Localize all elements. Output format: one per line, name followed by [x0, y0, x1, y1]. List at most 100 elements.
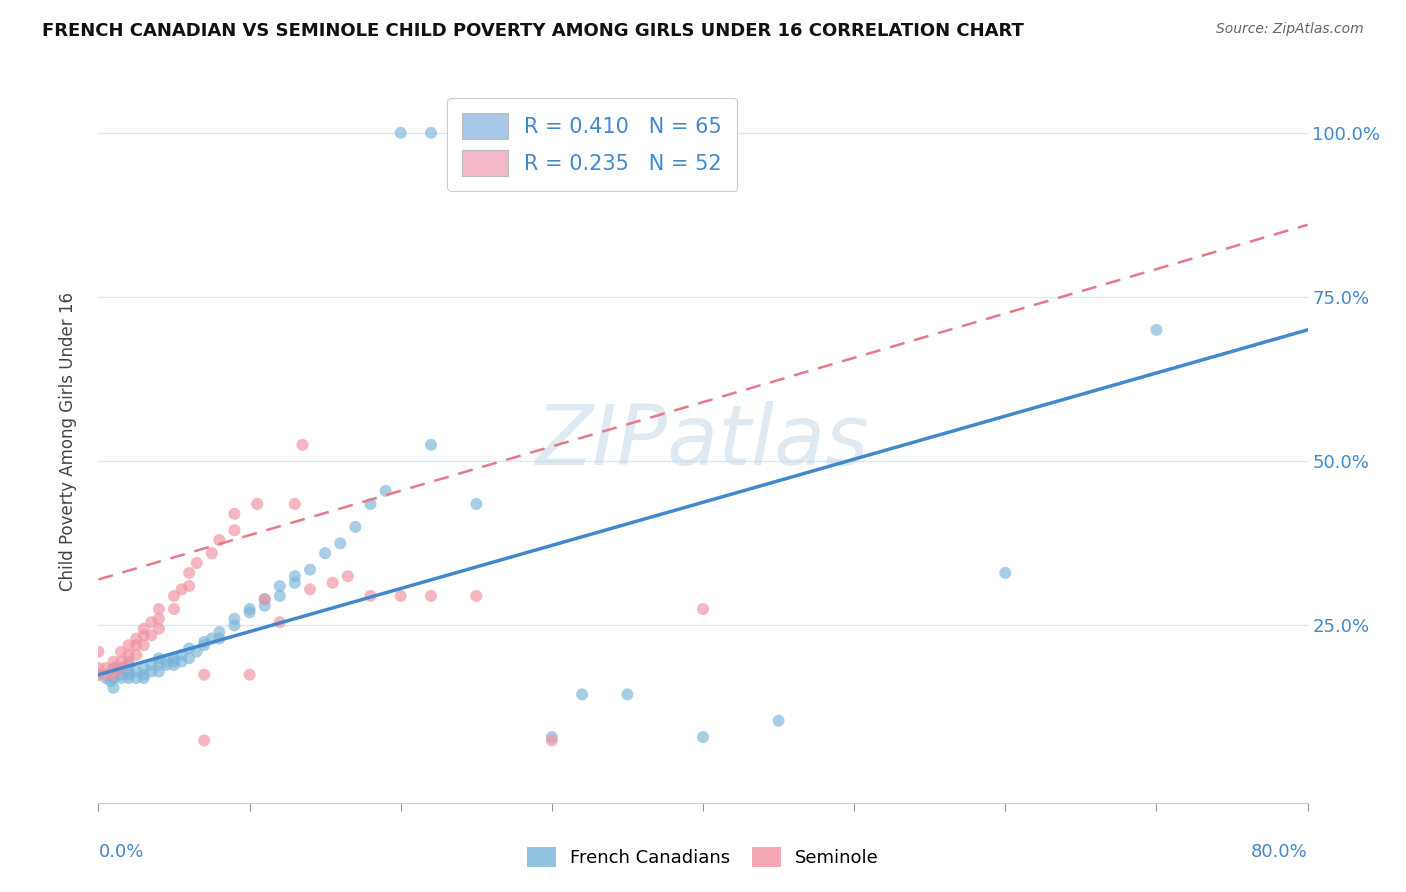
- Point: [148, 665, 170, 679]
- Point: [692, 730, 714, 744]
- Point: [163, 657, 186, 672]
- Point: [269, 589, 291, 603]
- Point: [420, 438, 443, 452]
- Point: [179, 651, 201, 665]
- Point: [87, 645, 110, 659]
- Point: [540, 730, 562, 744]
- Point: [344, 520, 367, 534]
- Point: [132, 671, 155, 685]
- Point: [155, 657, 177, 672]
- Point: [163, 589, 186, 603]
- Point: [148, 602, 170, 616]
- Point: [103, 661, 125, 675]
- Point: [291, 438, 314, 452]
- Point: [118, 665, 141, 679]
- Point: [253, 592, 276, 607]
- Point: [118, 638, 141, 652]
- Point: [201, 632, 224, 646]
- Point: [269, 579, 291, 593]
- Point: [118, 671, 141, 685]
- Point: [540, 733, 562, 747]
- Point: [170, 582, 193, 597]
- Point: [420, 589, 443, 603]
- Point: [118, 655, 141, 669]
- Point: [239, 602, 262, 616]
- Point: [148, 612, 170, 626]
- Point: [163, 655, 186, 669]
- Point: [374, 483, 396, 498]
- Point: [148, 651, 170, 665]
- Point: [179, 579, 201, 593]
- Point: [87, 661, 110, 675]
- Point: [329, 536, 352, 550]
- Point: [208, 625, 231, 640]
- Point: [692, 602, 714, 616]
- Point: [170, 655, 193, 669]
- Point: [125, 648, 148, 662]
- Point: [125, 632, 148, 646]
- Point: [87, 667, 110, 681]
- Point: [224, 523, 246, 537]
- Point: [616, 687, 638, 701]
- Point: [132, 628, 155, 642]
- Point: [193, 635, 215, 649]
- Point: [141, 665, 163, 679]
- Point: [314, 546, 336, 560]
- Point: [360, 497, 382, 511]
- Point: [322, 575, 344, 590]
- Point: [125, 665, 148, 679]
- Point: [179, 641, 201, 656]
- Point: [768, 714, 790, 728]
- Point: [299, 563, 322, 577]
- Point: [246, 497, 269, 511]
- Point: [118, 657, 141, 672]
- Point: [103, 681, 125, 695]
- Point: [193, 638, 215, 652]
- Point: [103, 655, 125, 669]
- Point: [224, 618, 246, 632]
- Point: [284, 569, 307, 583]
- Text: 80.0%: 80.0%: [1251, 843, 1308, 861]
- Point: [141, 628, 163, 642]
- Point: [141, 657, 163, 672]
- Point: [103, 667, 125, 681]
- Point: [224, 507, 246, 521]
- Point: [94, 667, 117, 681]
- Point: [110, 661, 132, 675]
- Point: [125, 638, 148, 652]
- Point: [201, 546, 224, 560]
- Point: [284, 497, 307, 511]
- Point: [148, 622, 170, 636]
- Point: [193, 733, 215, 747]
- Point: [336, 569, 359, 583]
- Point: [208, 632, 231, 646]
- Point: [239, 667, 262, 681]
- Point: [110, 661, 132, 675]
- Point: [132, 667, 155, 681]
- Point: [94, 671, 117, 685]
- Point: [132, 661, 155, 675]
- Point: [125, 671, 148, 685]
- Point: [118, 667, 141, 681]
- Point: [103, 661, 125, 675]
- Point: [132, 638, 155, 652]
- Text: ZIPatlas: ZIPatlas: [536, 401, 870, 482]
- Point: [110, 667, 132, 681]
- Point: [253, 592, 276, 607]
- Point: [571, 687, 593, 701]
- Point: [103, 671, 125, 685]
- Point: [132, 622, 155, 636]
- Point: [186, 645, 208, 659]
- Point: [208, 533, 231, 547]
- Point: [186, 556, 208, 570]
- Text: 0.0%: 0.0%: [98, 843, 143, 861]
- Point: [1144, 323, 1167, 337]
- Point: [360, 589, 382, 603]
- Point: [163, 651, 186, 665]
- Point: [118, 648, 141, 662]
- Point: [994, 566, 1017, 580]
- Point: [110, 655, 132, 669]
- Point: [389, 589, 412, 603]
- Point: [148, 657, 170, 672]
- Legend: R = 0.410   N = 65, R = 0.235   N = 52: R = 0.410 N = 65, R = 0.235 N = 52: [447, 98, 737, 191]
